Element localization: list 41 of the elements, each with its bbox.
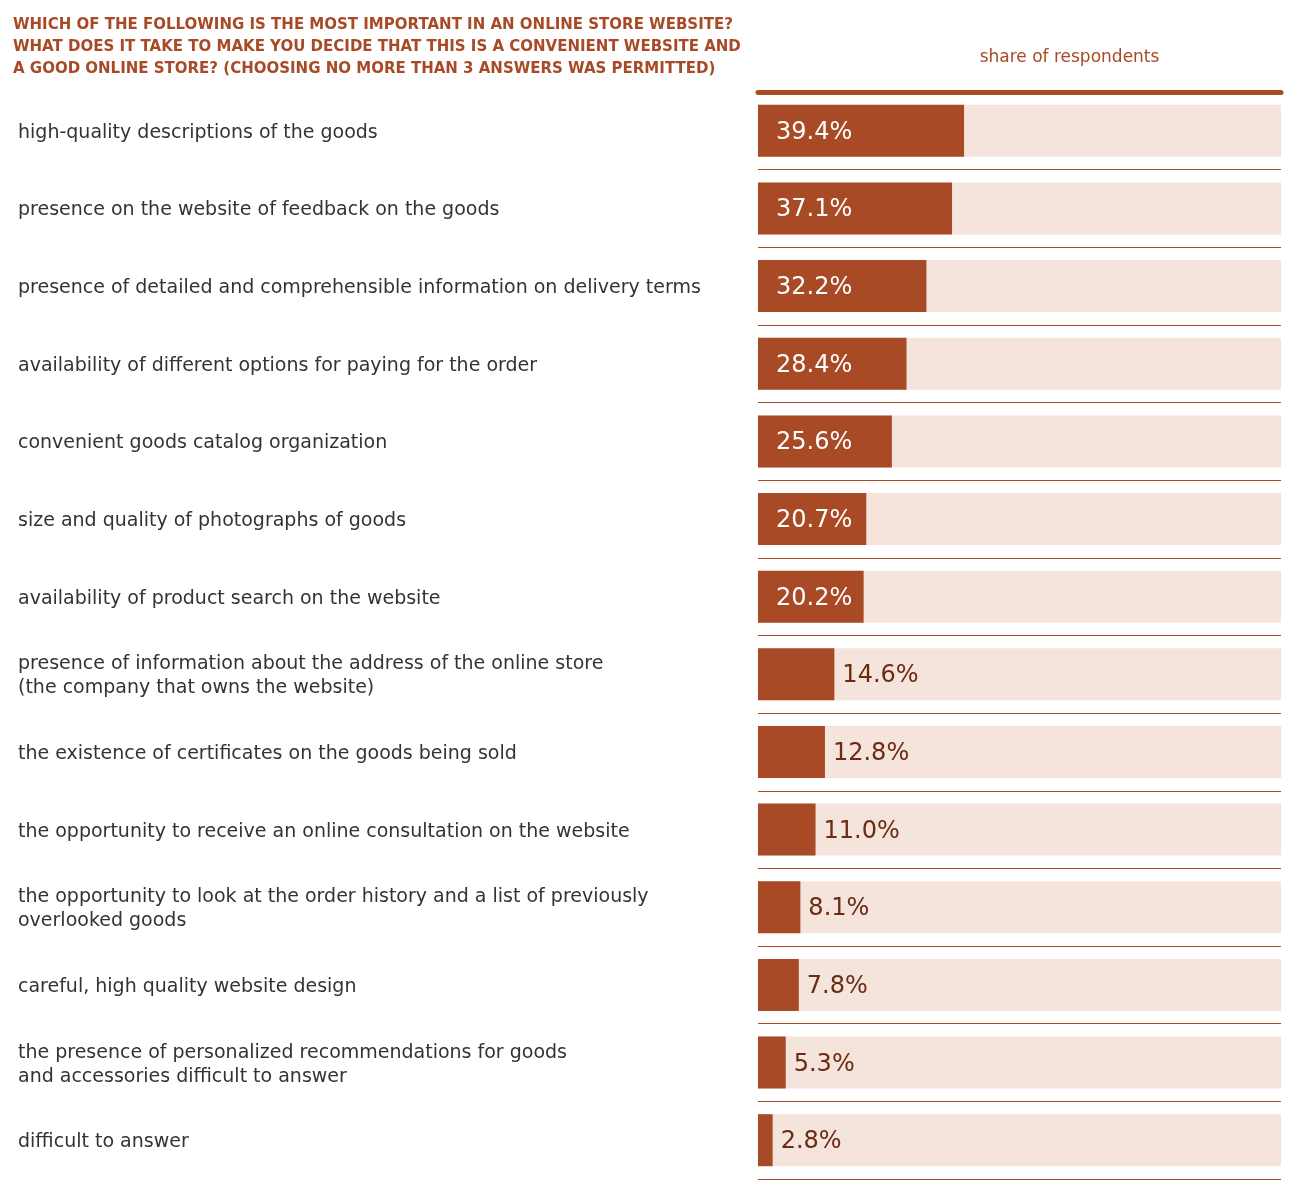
text: WHICH OF THE FOLLOWING IS THE MOST IMPORTANT IN AN ONLINE STORE WEBSITE? WHAT DOES IT TAKE TO MAKE YOU DECIDE THAT THIS IS A CONVENIENT WEBSITE AND A GOOD ONLINE STORE? (CHOOSING NO MORE THAN 3 ANSWERS WAS PERMITTED) — [13, 15, 741, 77]
y-tick-label: the presence of personalized recommendations for goods and accessories difficult to answer — [18, 1039, 567, 1086]
bar — [758, 337, 907, 390]
y-tick-label: the existence of certificates on the goods being sold — [18, 740, 517, 763]
data-label: 39.4% — [776, 116, 853, 145]
data-label: 28.4% — [776, 349, 853, 378]
data-label: 20.2% — [776, 582, 853, 611]
data-label: 12.8% — [832, 737, 910, 766]
bar — [758, 958, 799, 1011]
y-tick-label: difficult to answer — [18, 1129, 189, 1152]
data-label: 20.7% — [776, 505, 853, 534]
data-label: 37.1% — [776, 194, 853, 223]
data-label: 14.6% — [842, 660, 919, 689]
x-axis-title: share of respondents — [979, 45, 1160, 66]
y-tick-label: the opportunity to look at the order history and a list of previously overlooked goods — [18, 884, 649, 931]
y-tick-label: presence on the website of feedback on the goods — [18, 197, 500, 220]
bar — [758, 493, 867, 546]
bar — [758, 803, 816, 856]
y-tick-label: presence of information about the address of the online store (the company that owns the website) — [18, 651, 604, 698]
y-tick-label: size and quality of photographs of goods — [18, 508, 407, 531]
bar — [758, 1114, 773, 1167]
y-tick-label: presence of detailed and comprehensible information on delivery terms — [18, 275, 701, 298]
bar — [758, 1036, 786, 1089]
data-label: 11.0% — [823, 815, 900, 844]
y-tick-label: high-quality descriptions of the goods — [18, 119, 378, 142]
bar — [758, 725, 825, 778]
data-label: 2.8% — [780, 1126, 842, 1155]
data-label: 7.8% — [806, 970, 868, 999]
y-tick-label: availability of different options for paying for the order — [18, 352, 538, 375]
data-label: 32.2% — [776, 272, 853, 301]
bar — [758, 881, 801, 934]
data-label: 25.6% — [776, 427, 853, 456]
data-label: 5.3% — [793, 1048, 855, 1077]
bar — [758, 415, 892, 468]
bar — [758, 570, 864, 623]
data-label: 8.1% — [808, 893, 870, 922]
bar — [758, 648, 835, 701]
y-tick-label: convenient goods catalog organization — [18, 430, 388, 453]
y-tick-label: availability of product search on the website — [18, 585, 441, 608]
y-tick-label: the opportunity to receive an online consultation on the website — [18, 818, 630, 841]
y-tick-label: careful, high quality website design — [18, 973, 357, 996]
